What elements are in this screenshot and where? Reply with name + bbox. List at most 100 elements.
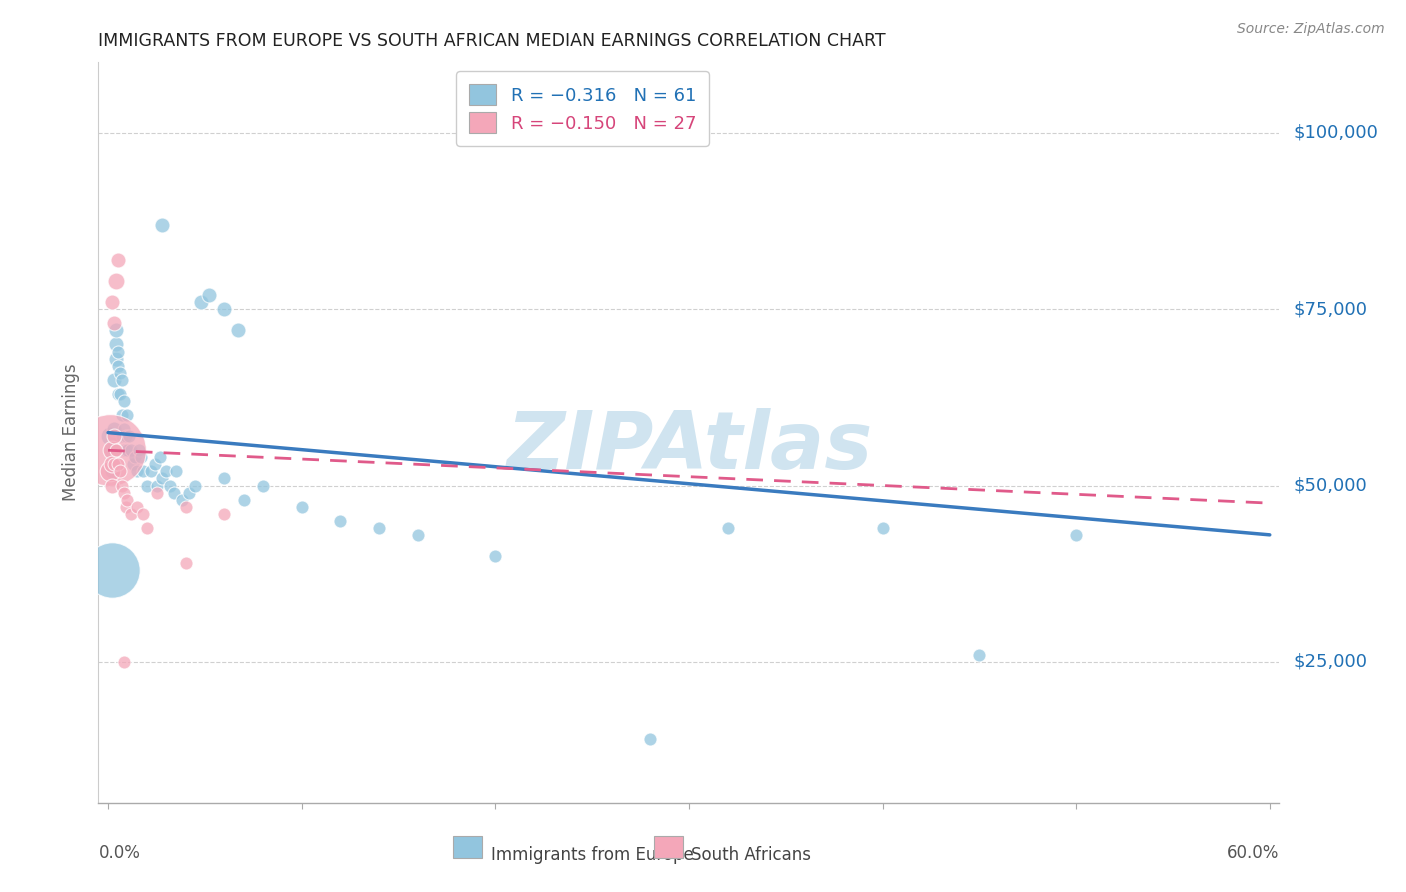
Point: [112, 443, 135, 458]
Point: [872, 521, 894, 535]
Point: [127, 464, 149, 478]
Point: [232, 492, 254, 507]
Point: [101, 443, 124, 458]
Point: [132, 464, 155, 478]
Point: [145, 485, 167, 500]
Point: [103, 458, 125, 472]
Point: [117, 492, 139, 507]
Text: Source: ZipAtlas.com: Source: ZipAtlas.com: [1237, 22, 1385, 37]
Point: [111, 429, 134, 443]
Point: [406, 528, 429, 542]
Point: [103, 316, 125, 330]
Text: 0.0%: 0.0%: [98, 844, 141, 862]
Point: [104, 323, 127, 337]
Point: [112, 485, 135, 500]
Point: [101, 458, 124, 472]
Point: [163, 485, 186, 500]
Point: [103, 373, 125, 387]
Point: [111, 408, 134, 422]
Text: South Africans: South Africans: [692, 846, 811, 863]
Point: [114, 429, 136, 443]
Point: [190, 295, 212, 310]
Text: $50,000: $50,000: [1294, 476, 1367, 494]
Point: [132, 507, 155, 521]
Bar: [453, 836, 482, 858]
Point: [111, 478, 134, 492]
Point: [104, 443, 127, 458]
Point: [129, 450, 152, 465]
Bar: [654, 836, 683, 858]
Point: [135, 478, 157, 492]
Text: $75,000: $75,000: [1294, 301, 1368, 318]
Point: [135, 521, 157, 535]
Point: [107, 458, 129, 472]
Point: [114, 500, 136, 514]
Point: [139, 464, 162, 478]
Point: [111, 373, 134, 387]
Point: [145, 478, 167, 492]
Point: [214, 471, 236, 485]
Point: [118, 429, 141, 443]
Point: [197, 288, 219, 302]
Point: [101, 478, 124, 492]
Point: [717, 521, 740, 535]
Point: [174, 500, 197, 514]
Point: [107, 344, 129, 359]
Point: [101, 464, 124, 478]
Text: IMMIGRANTS FROM EUROPE VS SOUTH AFRICAN MEDIAN EARNINGS CORRELATION CHART: IMMIGRANTS FROM EUROPE VS SOUTH AFRICAN …: [98, 32, 886, 50]
Text: ZIPAtlas: ZIPAtlas: [506, 409, 872, 486]
Point: [170, 492, 193, 507]
Point: [108, 387, 131, 401]
Point: [112, 422, 135, 436]
Point: [124, 450, 146, 465]
Point: [291, 500, 314, 514]
Text: 60.0%: 60.0%: [1227, 844, 1279, 862]
Y-axis label: Median Earnings: Median Earnings: [62, 364, 80, 501]
Point: [159, 478, 181, 492]
Point: [98, 464, 121, 478]
Text: Immigrants from Europe: Immigrants from Europe: [491, 846, 693, 863]
Point: [108, 464, 131, 478]
Point: [103, 422, 125, 436]
Point: [638, 732, 661, 747]
Point: [107, 359, 129, 373]
Point: [122, 458, 145, 472]
Point: [143, 458, 166, 472]
Point: [98, 429, 121, 443]
Point: [226, 323, 249, 337]
Point: [104, 351, 127, 366]
Point: [101, 563, 124, 577]
Text: $100,000: $100,000: [1294, 124, 1378, 142]
Point: [368, 521, 391, 535]
Point: [174, 556, 197, 570]
Point: [214, 507, 236, 521]
Point: [120, 443, 142, 458]
Point: [98, 443, 121, 458]
Point: [104, 337, 127, 351]
Text: $25,000: $25,000: [1294, 653, 1368, 671]
Point: [104, 274, 127, 288]
Point: [120, 507, 142, 521]
Point: [155, 464, 177, 478]
Point: [101, 443, 124, 458]
Point: [484, 549, 506, 563]
Point: [252, 478, 274, 492]
Point: [128, 443, 150, 458]
Point: [184, 478, 207, 492]
Point: [150, 471, 173, 485]
Point: [179, 485, 201, 500]
Point: [214, 302, 236, 317]
Point: [112, 393, 135, 408]
Point: [165, 464, 187, 478]
Point: [117, 408, 139, 422]
Point: [112, 655, 135, 669]
Point: [117, 443, 139, 458]
Point: [127, 500, 149, 514]
Point: [107, 252, 129, 267]
Point: [969, 648, 991, 662]
Point: [101, 295, 124, 310]
Point: [150, 218, 173, 232]
Point: [149, 450, 172, 465]
Point: [108, 366, 131, 380]
Point: [1064, 528, 1087, 542]
